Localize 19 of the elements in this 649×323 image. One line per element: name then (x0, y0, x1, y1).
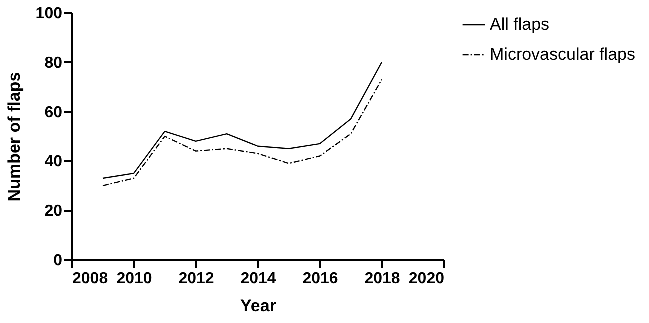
y-tick-label: 40 (44, 154, 63, 171)
legend-label: Microvascular flaps (490, 45, 636, 64)
x-tick-label: 2010 (116, 270, 152, 288)
x-tick-label: 2008 (72, 270, 108, 288)
legend-label: All flaps (490, 15, 550, 34)
x-tick-label: 2012 (178, 270, 214, 288)
x-tick-label: 2016 (302, 270, 338, 288)
y-tick-label: 0 (54, 252, 63, 270)
x-axis-title: Year (240, 296, 277, 316)
y-axis-title: Number of flaps (4, 72, 24, 202)
x-tick-label: 2014 (240, 270, 276, 288)
y-tick-label: 80 (44, 54, 63, 72)
y-tick-label: 20 (44, 203, 63, 220)
x-tick-label: 2020 (408, 270, 445, 288)
x-tick-label: 2018 (364, 270, 400, 288)
y-tick-label: 100 (36, 6, 63, 22)
line-series (102, 62, 383, 180)
y-tick-label: 60 (44, 104, 63, 122)
line-series (102, 79, 383, 186)
